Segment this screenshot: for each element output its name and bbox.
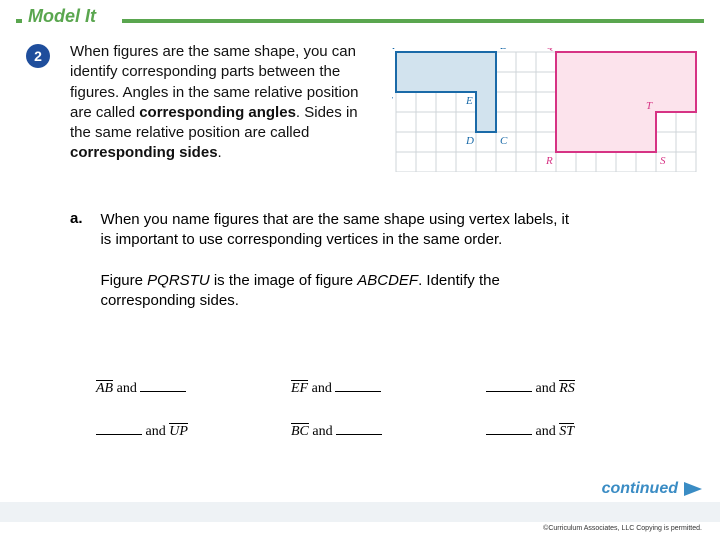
step-badge: 2 — [26, 44, 50, 68]
continued-text: continued — [602, 480, 678, 498]
svg-text:A: A — [392, 48, 395, 52]
svg-text:S: S — [660, 155, 666, 167]
svg-text:Q: Q — [546, 48, 554, 52]
blanks-row-1: AB and EF and and RS — [96, 380, 656, 397]
part-a: a. When you name figures that are the sa… — [70, 210, 590, 311]
part-a-text: When you name figures that are the same … — [100, 210, 580, 311]
footer-band — [0, 502, 720, 522]
para2-pre: Figure — [100, 272, 147, 289]
para1: When you name figures that are the same … — [100, 211, 569, 248]
svg-text:F: F — [392, 95, 393, 107]
header-band: Model It — [16, 8, 704, 26]
part-a-label: a. — [70, 210, 96, 227]
para2-mid: is the image of figure — [210, 272, 358, 289]
fig1: PQRSTU — [147, 272, 210, 289]
section-title: Model It — [28, 6, 96, 27]
copyright: ©Curriculum Associates, LLC Copying is p… — [543, 525, 702, 532]
intro-post: . — [218, 144, 222, 161]
svg-text:B: B — [500, 48, 507, 52]
blanks-row-2: and UPBC and and ST — [96, 423, 656, 440]
blanks-grid: AB and EF and and RS and UPBC and and ST — [96, 380, 656, 466]
svg-text:C: C — [500, 135, 508, 147]
svg-text:P: P — [699, 48, 700, 52]
band-left — [16, 19, 22, 23]
fig2: ABCDEF — [357, 272, 418, 289]
svg-text:R: R — [545, 155, 553, 167]
diagram-svg: ABCDEFQPUTSR — [392, 48, 700, 172]
intro-bold2: corresponding sides — [70, 144, 218, 161]
svg-text:T: T — [646, 100, 653, 112]
continued-arrow-icon — [684, 482, 702, 496]
figures-diagram: ABCDEFQPUTSR — [392, 48, 700, 172]
svg-text:D: D — [465, 135, 474, 147]
intro-paragraph: When figures are the same shape, you can… — [70, 42, 380, 164]
svg-text:E: E — [465, 95, 473, 107]
band-right — [122, 19, 704, 23]
intro-bold1: corresponding angles — [139, 104, 296, 121]
continued-indicator: continued — [602, 480, 702, 498]
